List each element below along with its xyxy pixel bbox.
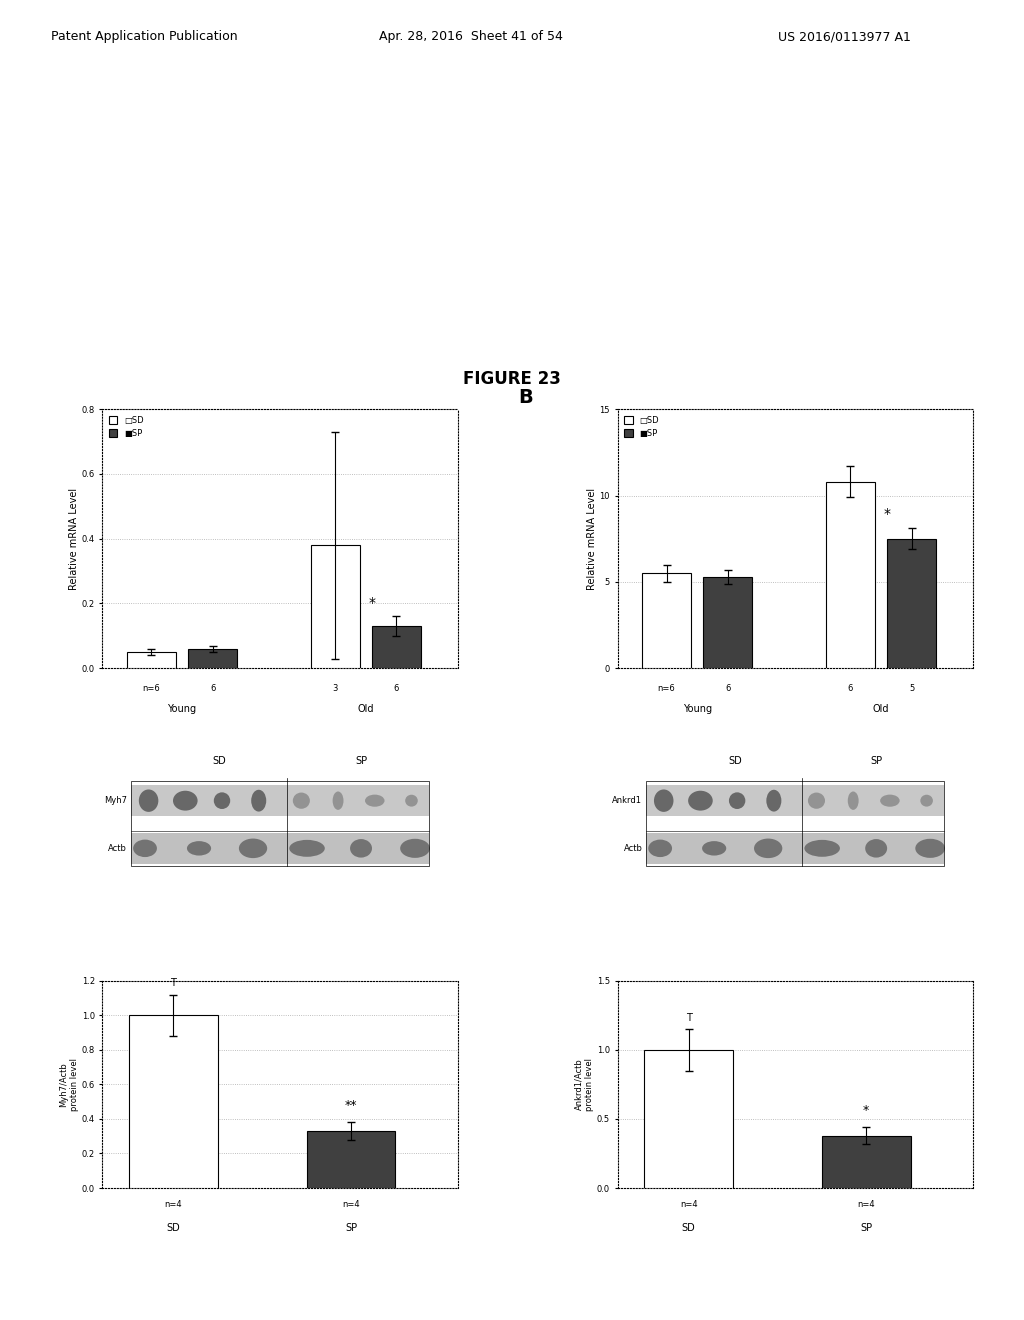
Text: SP: SP bbox=[870, 756, 883, 767]
Text: 6: 6 bbox=[848, 684, 853, 693]
Ellipse shape bbox=[406, 795, 418, 807]
Text: 3: 3 bbox=[333, 684, 338, 693]
FancyBboxPatch shape bbox=[646, 833, 944, 863]
Ellipse shape bbox=[173, 791, 198, 810]
Ellipse shape bbox=[766, 789, 781, 812]
Ellipse shape bbox=[805, 840, 840, 857]
Text: Actb: Actb bbox=[109, 843, 127, 853]
FancyBboxPatch shape bbox=[646, 785, 944, 816]
Ellipse shape bbox=[754, 838, 782, 858]
Text: SP: SP bbox=[345, 1224, 357, 1233]
Text: SD: SD bbox=[682, 1224, 695, 1233]
Ellipse shape bbox=[654, 789, 674, 812]
Bar bbox=[306, 1131, 395, 1188]
Text: Young: Young bbox=[683, 705, 712, 714]
Ellipse shape bbox=[350, 840, 372, 858]
Text: 6: 6 bbox=[725, 684, 730, 693]
Text: SP: SP bbox=[860, 1224, 872, 1233]
Text: 6: 6 bbox=[210, 684, 215, 693]
Ellipse shape bbox=[921, 795, 933, 807]
FancyBboxPatch shape bbox=[131, 833, 429, 863]
Text: T: T bbox=[686, 1012, 691, 1023]
Text: Ankrd1: Ankrd1 bbox=[612, 796, 642, 805]
Text: SD: SD bbox=[728, 756, 741, 767]
Text: B: B bbox=[518, 388, 532, 408]
Text: n=6: n=6 bbox=[142, 684, 161, 693]
Text: Old: Old bbox=[357, 705, 374, 714]
Y-axis label: Myh7/Actb
protein level: Myh7/Actb protein level bbox=[59, 1057, 79, 1111]
Text: n=4: n=4 bbox=[165, 1200, 182, 1209]
Y-axis label: Relative mRNA Level: Relative mRNA Level bbox=[69, 487, 79, 590]
Text: **: ** bbox=[345, 1100, 357, 1111]
Text: *: * bbox=[369, 595, 376, 610]
Ellipse shape bbox=[702, 841, 726, 855]
Ellipse shape bbox=[688, 791, 713, 810]
Ellipse shape bbox=[881, 795, 900, 807]
Legend: □SD, ■SP: □SD, ■SP bbox=[106, 413, 146, 441]
Ellipse shape bbox=[289, 840, 325, 857]
Text: Myh7: Myh7 bbox=[104, 796, 127, 805]
Ellipse shape bbox=[729, 792, 745, 809]
Text: Patent Application Publication: Patent Application Publication bbox=[51, 30, 238, 44]
Ellipse shape bbox=[648, 840, 672, 857]
Text: T: T bbox=[171, 978, 176, 989]
Ellipse shape bbox=[808, 792, 825, 809]
Text: n=4: n=4 bbox=[342, 1200, 359, 1209]
Ellipse shape bbox=[365, 795, 385, 807]
Ellipse shape bbox=[400, 838, 430, 858]
Ellipse shape bbox=[139, 789, 159, 812]
Text: US 2016/0113977 A1: US 2016/0113977 A1 bbox=[778, 30, 911, 44]
Bar bbox=[372, 626, 421, 668]
Ellipse shape bbox=[214, 792, 230, 809]
Text: 6: 6 bbox=[393, 684, 399, 693]
Text: n=4: n=4 bbox=[857, 1200, 876, 1209]
Text: FIGURE 23: FIGURE 23 bbox=[463, 370, 561, 388]
Ellipse shape bbox=[187, 841, 211, 855]
Text: 5: 5 bbox=[909, 684, 914, 693]
Text: Old: Old bbox=[872, 705, 889, 714]
Bar bbox=[642, 573, 691, 668]
Text: *: * bbox=[863, 1104, 869, 1117]
Legend: □SD, ■SP: □SD, ■SP bbox=[622, 413, 662, 441]
Text: SP: SP bbox=[355, 756, 368, 767]
Ellipse shape bbox=[865, 840, 887, 858]
Ellipse shape bbox=[133, 840, 157, 857]
Bar bbox=[127, 652, 176, 668]
Ellipse shape bbox=[239, 838, 267, 858]
Text: SD: SD bbox=[213, 756, 226, 767]
Bar bbox=[822, 1135, 910, 1188]
Ellipse shape bbox=[251, 789, 266, 812]
Y-axis label: Relative mRNA Level: Relative mRNA Level bbox=[587, 487, 597, 590]
Text: Actb: Actb bbox=[624, 843, 642, 853]
Bar bbox=[825, 482, 874, 668]
Text: n=4: n=4 bbox=[680, 1200, 697, 1209]
Ellipse shape bbox=[293, 792, 310, 809]
Bar bbox=[887, 539, 936, 668]
FancyBboxPatch shape bbox=[131, 785, 429, 816]
Text: Young: Young bbox=[168, 705, 197, 714]
Text: n=6: n=6 bbox=[657, 684, 676, 693]
Ellipse shape bbox=[333, 792, 343, 810]
Bar bbox=[129, 1015, 218, 1188]
Text: SD: SD bbox=[167, 1224, 180, 1233]
Text: Apr. 28, 2016  Sheet 41 of 54: Apr. 28, 2016 Sheet 41 of 54 bbox=[379, 30, 563, 44]
Bar bbox=[644, 1049, 733, 1188]
Bar bbox=[703, 577, 753, 668]
Y-axis label: Ankrd1/Actb
protein level: Ankrd1/Actb protein level bbox=[574, 1057, 594, 1111]
Ellipse shape bbox=[915, 838, 945, 858]
Bar bbox=[188, 649, 238, 668]
Text: *: * bbox=[884, 507, 891, 521]
Ellipse shape bbox=[848, 792, 859, 810]
Bar bbox=[310, 545, 359, 668]
